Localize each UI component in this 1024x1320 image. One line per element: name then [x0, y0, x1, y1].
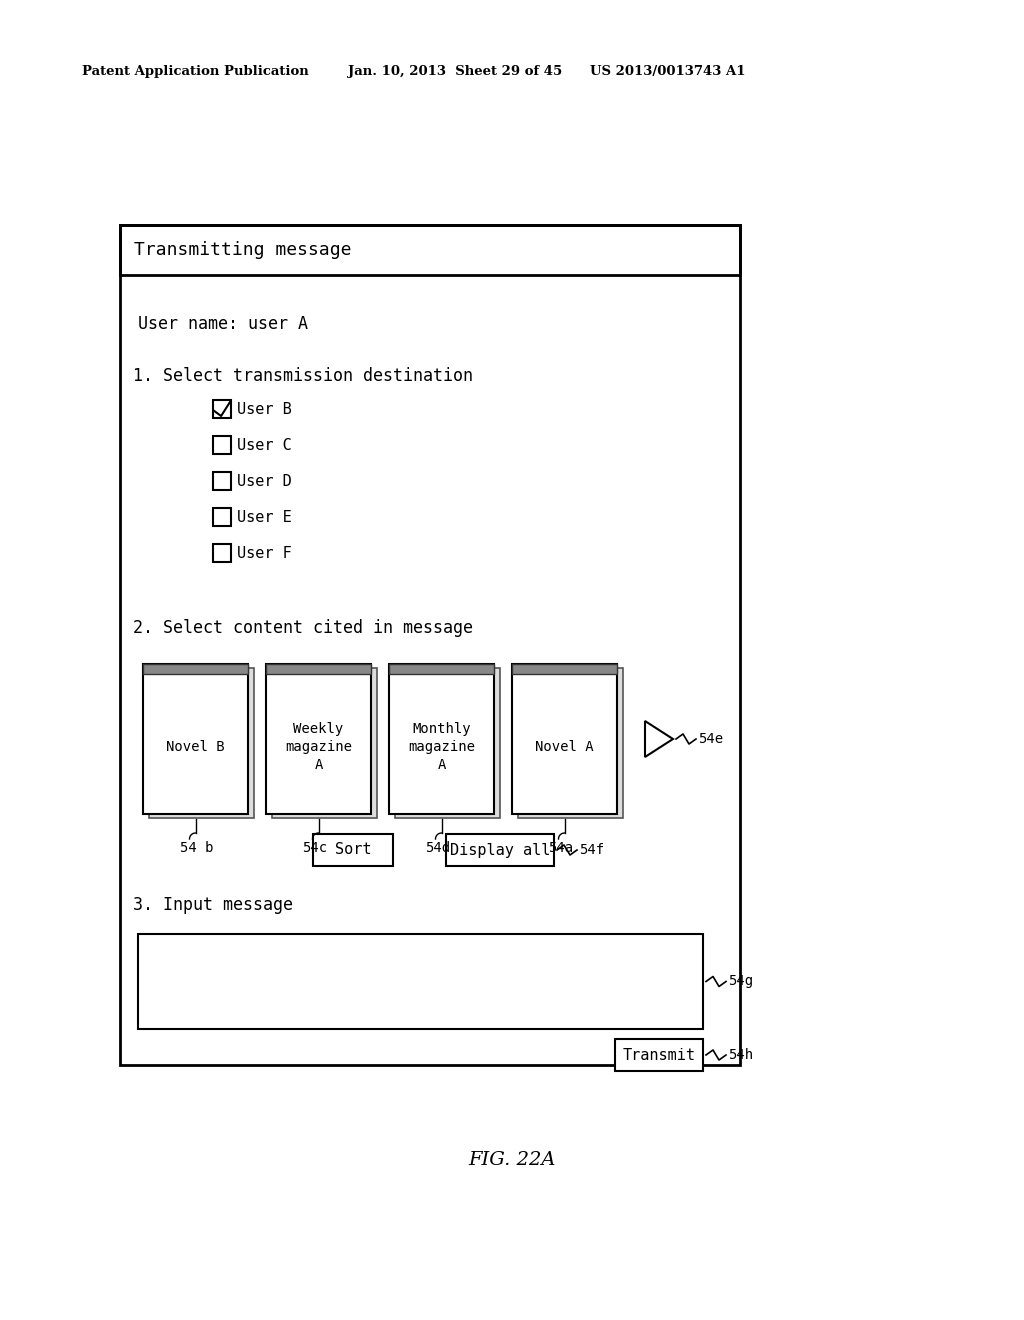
Bar	[512, 664, 617, 675]
Text: 54 b: 54 b	[179, 841, 213, 855]
Bar	[389, 664, 494, 814]
Bar	[446, 834, 554, 866]
Bar	[213, 544, 231, 562]
Text: User E: User E	[237, 510, 292, 524]
Text: 1. Select transmission destination: 1. Select transmission destination	[133, 367, 473, 385]
Text: User name: user A: User name: user A	[138, 315, 308, 333]
Text: User D: User D	[237, 474, 292, 488]
Text: Display all: Display all	[450, 842, 550, 858]
Bar	[266, 664, 371, 675]
Text: FIG. 22A: FIG. 22A	[468, 1151, 556, 1170]
Text: Novel B: Novel B	[166, 741, 225, 754]
Bar	[143, 664, 248, 675]
Text: Jan. 10, 2013  Sheet 29 of 45: Jan. 10, 2013 Sheet 29 of 45	[348, 66, 562, 78]
Text: Novel A: Novel A	[536, 741, 594, 754]
Bar	[120, 224, 740, 1065]
Text: User B: User B	[237, 401, 292, 417]
Text: 54f: 54f	[579, 843, 604, 857]
Text: 3. Input message: 3. Input message	[133, 896, 293, 913]
Text: US 2013/0013743 A1: US 2013/0013743 A1	[590, 66, 745, 78]
Bar	[266, 664, 371, 814]
Bar	[272, 668, 377, 818]
Text: 54c: 54c	[302, 841, 328, 855]
Bar	[150, 668, 254, 818]
Bar	[143, 664, 248, 814]
Text: 54d: 54d	[426, 841, 451, 855]
Bar	[213, 436, 231, 454]
Bar	[512, 664, 617, 814]
Text: Transmitting message: Transmitting message	[134, 242, 351, 259]
Text: Patent Application Publication: Patent Application Publication	[82, 66, 309, 78]
Bar	[138, 935, 703, 1030]
Text: 54h: 54h	[728, 1048, 753, 1063]
Text: Weekly
magazine
A: Weekly magazine A	[285, 722, 352, 772]
Bar	[120, 224, 740, 275]
Text: 54g: 54g	[728, 974, 753, 989]
Text: Monthly
magazine
A: Monthly magazine A	[408, 722, 475, 772]
Bar	[518, 668, 623, 818]
Bar	[213, 508, 231, 525]
Text: User C: User C	[237, 437, 292, 453]
Bar	[395, 668, 500, 818]
Text: User F: User F	[237, 545, 292, 561]
Text: Transmit: Transmit	[623, 1048, 695, 1063]
Text: Sort: Sort	[335, 842, 372, 858]
Bar	[389, 664, 494, 675]
Bar	[313, 834, 393, 866]
Text: 2. Select content cited in message: 2. Select content cited in message	[133, 619, 473, 638]
Text: 54a: 54a	[549, 841, 573, 855]
Bar	[213, 473, 231, 490]
Text: 54e: 54e	[698, 733, 723, 746]
Bar	[615, 1039, 703, 1071]
Bar	[213, 400, 231, 418]
